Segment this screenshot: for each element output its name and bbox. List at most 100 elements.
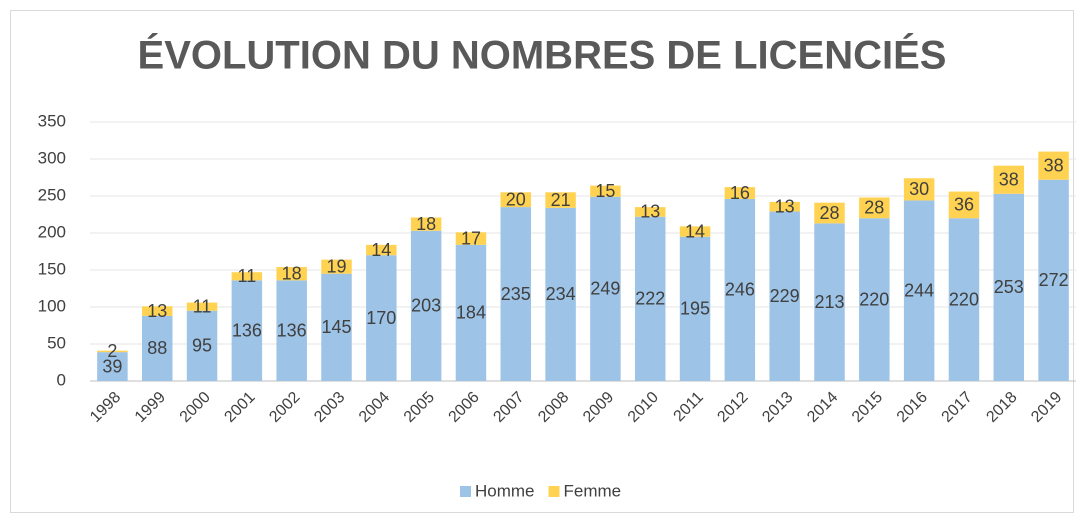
bar-segment — [769, 201, 800, 212]
data-label: 18 — [282, 263, 302, 283]
bar-segment — [814, 223, 845, 381]
bar-segment — [634, 207, 666, 217]
chart-title: ÉVOLUTION DU NOMBRES DE LICENCIÉS — [138, 33, 947, 78]
data-label: 17 — [461, 228, 481, 248]
bar-segment — [769, 211, 800, 381]
data-label: 249 — [590, 279, 620, 299]
data-label: 19 — [326, 256, 346, 276]
data-label: 13 — [640, 202, 660, 222]
bar-segment — [500, 192, 532, 208]
data-label: 203 — [411, 296, 441, 316]
data-label: 28 — [819, 203, 839, 223]
data-label: 11 — [193, 296, 212, 316]
bar-segment — [590, 196, 621, 381]
bar-segment — [679, 236, 711, 381]
bar-segment — [97, 352, 128, 381]
y-tick-label: 250 — [38, 185, 66, 204]
data-label: 39 — [102, 356, 122, 376]
legend-label: Homme — [475, 481, 535, 500]
bar-segment — [97, 350, 128, 353]
data-label: 38 — [999, 169, 1019, 189]
data-label: 253 — [994, 277, 1024, 297]
data-label: 95 — [192, 336, 212, 356]
y-tick-label: 350 — [38, 111, 66, 130]
bar-segment — [231, 280, 263, 381]
bar-segment — [545, 207, 576, 381]
data-label: 21 — [551, 190, 571, 210]
data-label: 16 — [730, 183, 750, 203]
data-label: 38 — [1044, 155, 1064, 175]
y-tick-label: 200 — [38, 222, 66, 241]
data-label: 246 — [725, 280, 755, 300]
data-label: 184 — [456, 303, 486, 323]
data-label: 30 — [909, 179, 929, 199]
data-label: 234 — [546, 284, 576, 304]
legend-swatch — [548, 486, 560, 497]
data-label: 220 — [859, 289, 889, 309]
data-label: 13 — [147, 301, 167, 321]
bar-segment — [455, 232, 487, 245]
bar-segment — [455, 244, 487, 381]
bar-segment — [814, 202, 845, 224]
bar-segment — [903, 200, 935, 381]
bar-segment — [231, 272, 263, 281]
bar-segment — [903, 178, 935, 201]
data-label: 145 — [321, 317, 351, 337]
bar-segment — [590, 185, 621, 197]
data-label: 136 — [277, 320, 307, 340]
data-label: 170 — [366, 308, 396, 328]
bar-segment — [993, 165, 1025, 194]
data-label: 244 — [904, 280, 934, 300]
data-label: 15 — [595, 181, 615, 201]
bar-segment — [410, 230, 442, 381]
bar-segment — [186, 302, 218, 311]
bar-segment — [859, 197, 890, 219]
data-label: 88 — [147, 338, 167, 358]
data-label: 235 — [501, 284, 531, 304]
data-label: 28 — [864, 198, 884, 218]
bar-segment — [366, 255, 397, 381]
data-label: 220 — [949, 289, 979, 309]
legend-label: Femme — [564, 481, 622, 500]
y-tick-label: 50 — [47, 333, 66, 352]
bar-segment — [141, 306, 173, 316]
data-label: 11 — [238, 266, 257, 286]
y-tick-label: 300 — [38, 148, 66, 167]
bar-segment — [410, 217, 442, 231]
y-tick-label: 100 — [38, 296, 66, 315]
bar-segment — [1038, 151, 1069, 180]
bar-segment — [545, 192, 576, 208]
bar-segment — [679, 226, 711, 237]
bar-segment — [1038, 179, 1069, 381]
bar-segment — [724, 187, 756, 199]
bar-segment — [993, 193, 1025, 381]
bar-segment — [321, 273, 352, 381]
bar-segment — [276, 267, 307, 281]
legend-swatch — [460, 486, 471, 497]
data-label: 18 — [416, 214, 436, 234]
data-label: 213 — [814, 292, 844, 312]
bar-segment — [634, 216, 666, 381]
data-label: 36 — [954, 195, 974, 215]
bar-segment — [948, 191, 980, 219]
bar-segment — [321, 259, 352, 274]
data-label: 222 — [635, 289, 665, 309]
bar-segment — [141, 315, 173, 381]
bar-segment — [859, 218, 890, 381]
bar-segment — [948, 218, 980, 381]
chart-border — [10, 10, 1074, 513]
data-label: 2 — [107, 341, 117, 361]
bar-segment — [186, 310, 218, 381]
bar-segment — [276, 280, 307, 381]
data-label: 14 — [371, 240, 391, 260]
y-tick-label: 0 — [57, 370, 66, 389]
data-label: 13 — [775, 196, 795, 216]
data-label: 20 — [506, 189, 526, 209]
bar-segment — [366, 244, 397, 256]
data-label: 136 — [232, 320, 262, 340]
bar-segment — [500, 207, 532, 381]
data-label: 229 — [770, 286, 800, 306]
data-label: 272 — [1039, 270, 1069, 290]
data-label: 14 — [685, 221, 705, 241]
